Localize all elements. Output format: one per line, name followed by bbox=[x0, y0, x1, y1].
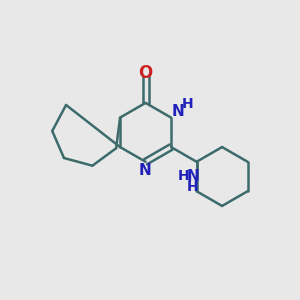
Text: N: N bbox=[187, 169, 200, 184]
Text: H: H bbox=[178, 169, 189, 184]
Text: H: H bbox=[187, 180, 199, 194]
Text: N: N bbox=[171, 103, 184, 118]
Text: N: N bbox=[139, 163, 152, 178]
Text: O: O bbox=[139, 64, 153, 82]
Text: H: H bbox=[182, 98, 193, 111]
